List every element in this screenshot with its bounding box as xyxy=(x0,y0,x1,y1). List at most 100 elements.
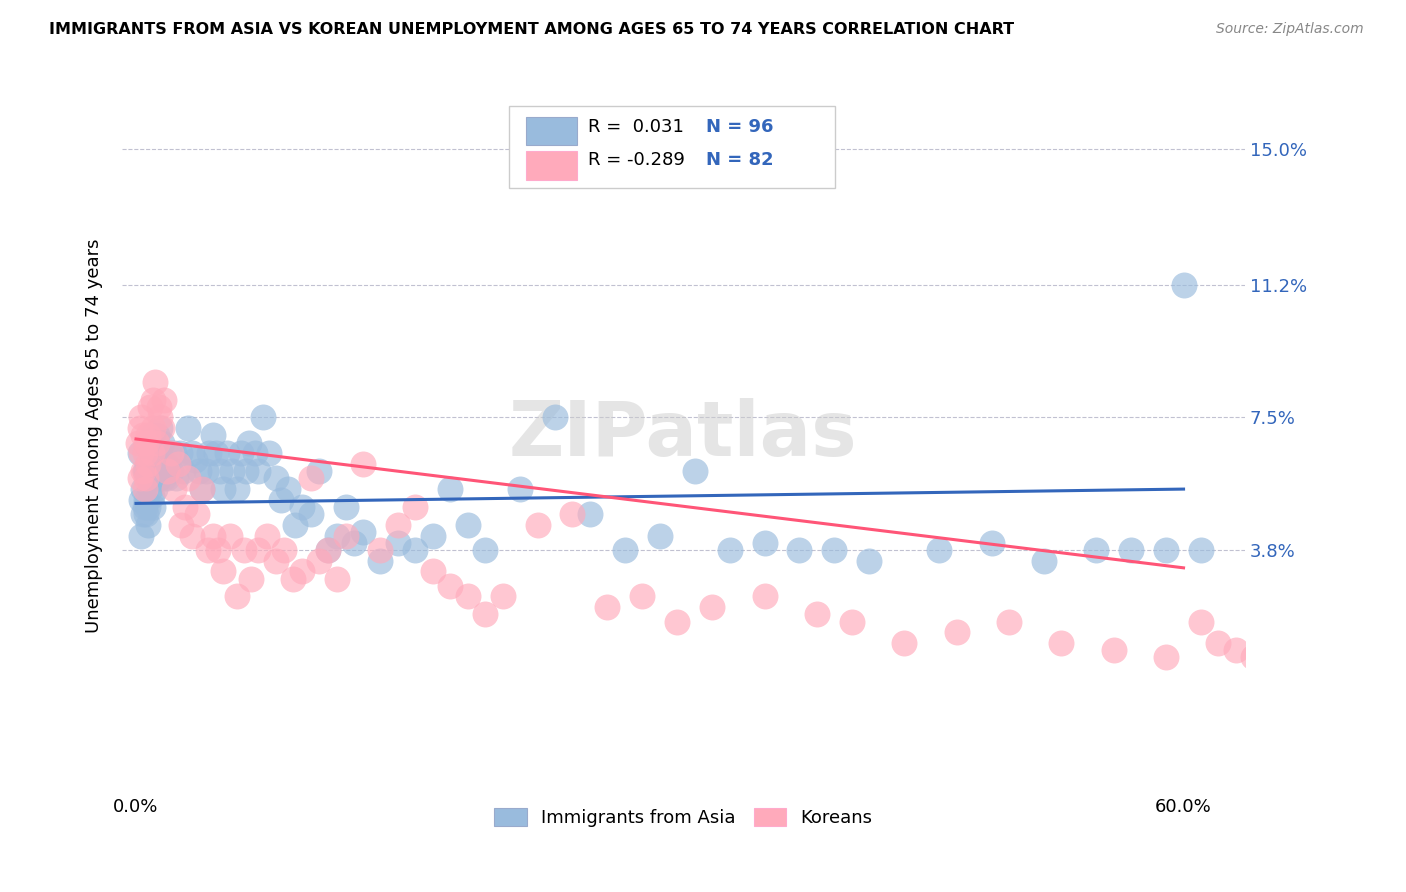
Point xyxy=(170,517,193,532)
Point xyxy=(136,471,159,485)
Point xyxy=(135,435,157,450)
Point xyxy=(596,600,619,615)
Point xyxy=(194,464,217,478)
Point xyxy=(160,446,183,460)
Point xyxy=(858,554,880,568)
Point xyxy=(128,421,150,435)
Point xyxy=(247,543,270,558)
Point xyxy=(197,543,219,558)
Point xyxy=(1050,636,1073,650)
Point xyxy=(422,528,444,542)
Point xyxy=(139,482,162,496)
Point xyxy=(139,400,162,414)
Point xyxy=(146,428,169,442)
Point xyxy=(205,446,228,460)
Point xyxy=(1173,278,1195,293)
Point xyxy=(167,457,190,471)
Point xyxy=(134,500,156,514)
Point xyxy=(457,517,479,532)
Point xyxy=(316,543,339,558)
Point xyxy=(180,446,202,460)
Point xyxy=(281,572,304,586)
Point xyxy=(132,507,155,521)
Point xyxy=(945,625,967,640)
Point xyxy=(201,428,224,442)
Point xyxy=(1268,149,1291,163)
Point xyxy=(226,482,249,496)
FancyBboxPatch shape xyxy=(526,151,576,180)
Point xyxy=(139,464,162,478)
Point xyxy=(148,446,170,460)
Point xyxy=(277,482,299,496)
Point xyxy=(180,528,202,542)
Point xyxy=(149,421,172,435)
Point xyxy=(928,543,950,558)
Point xyxy=(160,464,183,478)
FancyBboxPatch shape xyxy=(526,117,576,145)
Point xyxy=(343,535,366,549)
Point xyxy=(579,507,602,521)
Point xyxy=(256,528,278,542)
Point xyxy=(257,446,280,460)
Point xyxy=(150,421,173,435)
Point xyxy=(215,446,238,460)
Point xyxy=(142,471,165,485)
Text: Source: ZipAtlas.com: Source: ZipAtlas.com xyxy=(1216,22,1364,37)
Point xyxy=(235,464,257,478)
Point xyxy=(150,435,173,450)
Point xyxy=(143,482,166,496)
Point xyxy=(270,492,292,507)
Text: N = 82: N = 82 xyxy=(706,151,773,169)
Text: ZIPatlas: ZIPatlas xyxy=(509,399,858,473)
Point xyxy=(149,410,172,425)
Point xyxy=(186,507,208,521)
Point xyxy=(132,482,155,496)
Point xyxy=(1189,543,1212,558)
Text: R = -0.289: R = -0.289 xyxy=(588,151,685,169)
Point xyxy=(233,543,256,558)
Point xyxy=(1189,615,1212,629)
Point xyxy=(157,446,180,460)
Point xyxy=(243,446,266,460)
Point xyxy=(247,464,270,478)
Point xyxy=(184,453,207,467)
Text: IMMIGRANTS FROM ASIA VS KOREAN UNEMPLOYMENT AMONG AGES 65 TO 74 YEARS CORRELATIO: IMMIGRANTS FROM ASIA VS KOREAN UNEMPLOYM… xyxy=(49,22,1014,37)
Point xyxy=(169,446,191,460)
Point xyxy=(143,375,166,389)
Text: R =  0.031: R = 0.031 xyxy=(588,119,683,136)
Point xyxy=(212,565,235,579)
Point xyxy=(893,636,915,650)
Point xyxy=(1102,643,1125,657)
Point xyxy=(191,482,214,496)
Point xyxy=(352,457,374,471)
Point xyxy=(148,400,170,414)
Point xyxy=(207,543,229,558)
Point xyxy=(212,482,235,496)
Point xyxy=(474,607,496,622)
Point xyxy=(1121,543,1143,558)
Point xyxy=(146,435,169,450)
Point xyxy=(129,492,152,507)
Point xyxy=(136,517,159,532)
Point xyxy=(226,590,249,604)
Point xyxy=(163,446,186,460)
Point xyxy=(155,457,177,471)
Point xyxy=(134,464,156,478)
Point xyxy=(457,590,479,604)
Point xyxy=(153,471,176,485)
Point xyxy=(142,392,165,407)
Point xyxy=(141,446,163,460)
Point xyxy=(264,471,287,485)
Point xyxy=(308,554,330,568)
Point xyxy=(326,572,349,586)
Point xyxy=(439,579,461,593)
Point xyxy=(352,524,374,539)
Point xyxy=(422,565,444,579)
Point xyxy=(404,543,426,558)
Point xyxy=(146,464,169,478)
Point xyxy=(142,500,165,514)
Point xyxy=(1085,543,1108,558)
Point xyxy=(613,543,636,558)
FancyBboxPatch shape xyxy=(509,106,835,188)
Point xyxy=(789,543,811,558)
